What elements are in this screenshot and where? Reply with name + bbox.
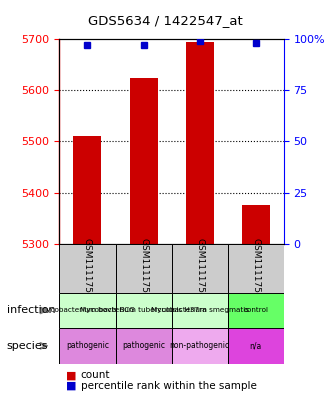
Bar — [129, 77, 158, 244]
Bar — [242, 205, 270, 244]
Bar — [73, 136, 102, 244]
Text: GSM1111750: GSM1111750 — [251, 238, 260, 299]
Text: n/a: n/a — [249, 342, 262, 350]
Text: non-pathogenic: non-pathogenic — [170, 342, 230, 350]
FancyBboxPatch shape — [172, 328, 228, 364]
FancyBboxPatch shape — [59, 244, 116, 293]
FancyBboxPatch shape — [228, 244, 284, 293]
Text: pathogenic: pathogenic — [66, 342, 109, 350]
Text: control: control — [243, 307, 268, 314]
Text: GSM1111751: GSM1111751 — [83, 238, 92, 299]
FancyBboxPatch shape — [172, 244, 228, 293]
FancyBboxPatch shape — [59, 328, 116, 364]
FancyBboxPatch shape — [228, 328, 284, 364]
Text: Mycobacterium tuberculosis H37ra: Mycobacterium tuberculosis H37ra — [80, 307, 207, 314]
FancyBboxPatch shape — [59, 293, 116, 328]
Text: Mycobacterium bovis BCG: Mycobacterium bovis BCG — [40, 307, 135, 314]
FancyBboxPatch shape — [115, 244, 172, 293]
Text: ■: ■ — [66, 381, 77, 391]
Text: percentile rank within the sample: percentile rank within the sample — [81, 381, 257, 391]
Text: GSM1111753: GSM1111753 — [195, 238, 204, 299]
Text: Mycobacterium smegmatis: Mycobacterium smegmatis — [151, 307, 248, 314]
FancyBboxPatch shape — [115, 293, 172, 328]
Text: pathogenic: pathogenic — [122, 342, 165, 350]
FancyBboxPatch shape — [115, 328, 172, 364]
FancyBboxPatch shape — [228, 293, 284, 328]
Bar — [185, 42, 214, 244]
Text: GDS5634 / 1422547_at: GDS5634 / 1422547_at — [88, 14, 242, 27]
Text: infection: infection — [7, 305, 55, 316]
Text: species: species — [7, 341, 48, 351]
Text: ■: ■ — [66, 370, 77, 380]
FancyBboxPatch shape — [172, 293, 228, 328]
Text: count: count — [81, 370, 110, 380]
Text: GSM1111752: GSM1111752 — [139, 238, 148, 299]
